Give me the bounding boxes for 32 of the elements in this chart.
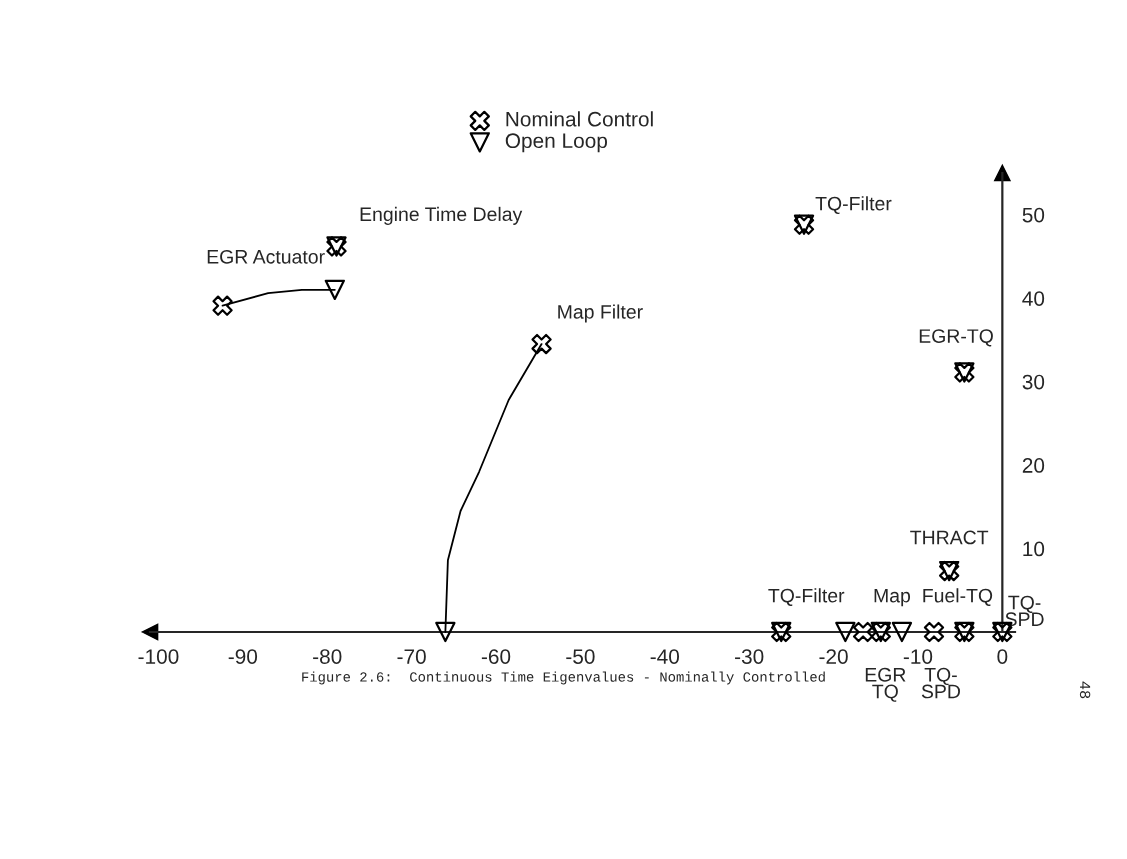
legend-label: Open Loop (505, 133, 608, 153)
y-tick-label: 50 (1022, 207, 1045, 223)
annotation: EGR Actuator (207, 249, 325, 264)
x-tick-label: -70 (397, 649, 426, 664)
annotation: TQ- SPD (1005, 595, 1044, 627)
x-tick-label: -30 (735, 649, 764, 664)
x-tick-label: -90 (228, 649, 258, 664)
annotation: Fuel-TQ (923, 588, 993, 606)
x-tick-label: -50 (566, 649, 595, 664)
caption: Figure 2.6: Continuous Time Eigenvalues - Nominally Controlled (302, 671, 825, 685)
y-tick-label: 10 (1023, 541, 1045, 557)
annotation: Engine Time Delay (360, 206, 523, 225)
text: 48 (1079, 681, 1091, 699)
annotation: EGR TQ (865, 667, 906, 702)
annotation: EGR-TQ (919, 329, 993, 347)
x-tick-label: -20 (819, 649, 848, 664)
x-tick-label: -60 (481, 649, 511, 664)
annotation: Map (874, 588, 911, 607)
x-tick-label: -10 (903, 649, 933, 664)
annotation: TQ-Filter (768, 588, 845, 606)
x-tick-label: -80 (313, 649, 342, 664)
annotation: TQ- SPD (921, 667, 960, 699)
legend-label: Nominal Control (506, 111, 653, 127)
x-tick-label: 0 (997, 649, 1008, 664)
y-tick-label: 40 (1022, 291, 1045, 306)
x-tick-label: -100 (138, 649, 179, 664)
annotation: THRACT (910, 530, 989, 545)
annotation: Map Filter (558, 304, 643, 323)
y-tick-label: 30 (1022, 374, 1045, 390)
x-tick-label: -40 (650, 649, 680, 664)
annotation: TQ-Filter (815, 196, 892, 214)
y-tick-label: 20 (1022, 458, 1045, 473)
